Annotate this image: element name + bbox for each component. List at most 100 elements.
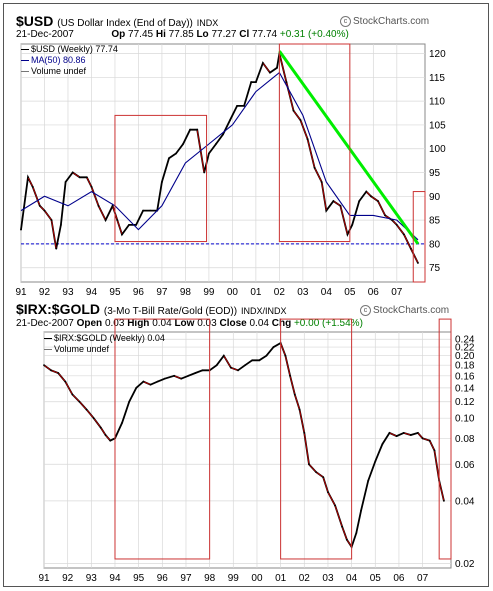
data-point xyxy=(194,372,197,374)
data-point xyxy=(327,491,329,494)
data-point xyxy=(367,479,370,482)
data-point xyxy=(308,463,310,466)
data-point xyxy=(417,262,419,264)
data-point xyxy=(258,359,261,362)
data-point xyxy=(149,383,152,386)
series-segment-down xyxy=(299,409,305,433)
series-segment-down xyxy=(93,417,102,428)
data-point xyxy=(298,408,301,411)
series-segment-down xyxy=(79,401,87,410)
x-tick-label: 00 xyxy=(227,287,239,298)
y-tick-label: 0.18 xyxy=(455,361,475,372)
data-point xyxy=(128,400,131,403)
usd-chart-title: $USD (US Dollar Index (End of Day)) INDX xyxy=(16,13,218,29)
data-point xyxy=(175,152,177,155)
data-point xyxy=(182,143,184,145)
series-segment-down xyxy=(98,205,106,221)
data-point xyxy=(222,133,224,136)
series-segment-down xyxy=(57,372,66,382)
x-tick-label: 92 xyxy=(62,573,74,584)
data-point xyxy=(31,185,34,188)
series-segment-down xyxy=(434,450,440,481)
usd-legend-volume-label: Volume undef xyxy=(31,66,87,76)
highlight-box xyxy=(278,43,351,243)
x-tick-label: 95 xyxy=(109,287,121,298)
x-tick-label: 97 xyxy=(180,573,192,584)
data-point xyxy=(332,200,335,202)
x-tick-label: 99 xyxy=(228,573,240,584)
y-tick-label: 0.12 xyxy=(455,397,475,408)
data-point xyxy=(99,426,102,429)
series-segment-down xyxy=(173,375,182,380)
series-line-ma xyxy=(20,71,419,241)
data-point xyxy=(334,504,336,507)
y-tick-label: 90 xyxy=(429,192,441,203)
data-point xyxy=(285,81,288,83)
data-point xyxy=(215,143,217,145)
series-segment-down xyxy=(327,492,336,506)
usd-symbol: $USD xyxy=(16,13,54,29)
series-segment-down xyxy=(86,409,95,419)
data-point xyxy=(222,354,225,357)
x-tick-label: 05 xyxy=(370,573,382,584)
data-point xyxy=(395,223,398,226)
x-tick-label: 02 xyxy=(299,573,311,584)
usd-brand: c StockCharts.com xyxy=(340,16,429,27)
data-point xyxy=(355,532,358,534)
usd-op-label: Op xyxy=(111,29,126,40)
data-point xyxy=(339,204,342,207)
series-segment-down xyxy=(50,369,59,374)
series-segment-down xyxy=(346,539,352,548)
usd-legend-ma: MA(50) 80.86 xyxy=(21,55,118,66)
data-point xyxy=(322,476,325,479)
series-segment-down xyxy=(314,167,323,183)
gold-close: 0.04 xyxy=(249,318,269,329)
y-tick-label: 105 xyxy=(429,120,446,131)
series-segment-down xyxy=(303,432,310,465)
x-tick-label: 95 xyxy=(133,573,145,584)
y-tick-label: 120 xyxy=(429,49,446,60)
series-segment-down xyxy=(391,219,398,226)
usd-hi: 77.85 xyxy=(168,29,194,40)
y-tick-label: 85 xyxy=(429,216,441,227)
series-segment-down xyxy=(32,186,41,206)
gold-plot: 0.02 0.04 0.06 0.08 0.10 0.12 0.140.160.180.20… xyxy=(38,318,475,584)
data-point xyxy=(384,214,386,217)
data-point xyxy=(64,380,67,383)
usd-legend: $USD (Weekly) 77.74 MA(50) 80.86 Volume … xyxy=(21,44,118,77)
y-tick-label: 80 xyxy=(429,239,441,250)
data-point xyxy=(284,354,287,357)
gold-high: 0.04 xyxy=(152,318,172,329)
x-tick-label: 07 xyxy=(391,287,403,298)
data-point xyxy=(346,233,349,236)
series-segment-down xyxy=(230,367,239,371)
data-point xyxy=(409,434,412,436)
usd-brand-text: StockCharts.com xyxy=(353,16,430,28)
data-point xyxy=(116,219,119,222)
gold-legend-series: $IRX:$GOLD (Weekly) 0.04 xyxy=(44,333,165,344)
gold-chart-title: $IRX:$GOLD (3-Mo T-Bill Rate/Gold (EOD))… xyxy=(16,301,287,317)
data-point xyxy=(388,431,391,434)
data-point xyxy=(243,104,246,107)
data-point xyxy=(104,219,107,222)
usd-chart-panel: $USD (US Dollar Index (End of Day)) INDX… xyxy=(4,4,490,300)
highlight-box xyxy=(114,318,211,560)
series-segment-down xyxy=(64,381,73,395)
data-point xyxy=(351,223,354,226)
data-point xyxy=(374,460,377,463)
data-point xyxy=(381,443,384,446)
data-point xyxy=(402,431,405,434)
usd-hi-label: Hi xyxy=(155,29,166,40)
y-tick-label: 0.02 xyxy=(455,559,475,570)
series-segment-down xyxy=(410,248,419,264)
x-tick-label: 03 xyxy=(297,287,309,298)
series-segment-down xyxy=(91,186,99,206)
x-tick-label: 98 xyxy=(204,573,216,584)
series-segment-down xyxy=(51,220,57,249)
data-point xyxy=(189,128,192,131)
x-tick-label: 03 xyxy=(322,573,334,584)
data-point xyxy=(128,223,130,226)
copyright-icon: c xyxy=(360,305,371,316)
y-tick-label: 75 xyxy=(429,263,441,274)
series-segment-down xyxy=(105,434,111,441)
